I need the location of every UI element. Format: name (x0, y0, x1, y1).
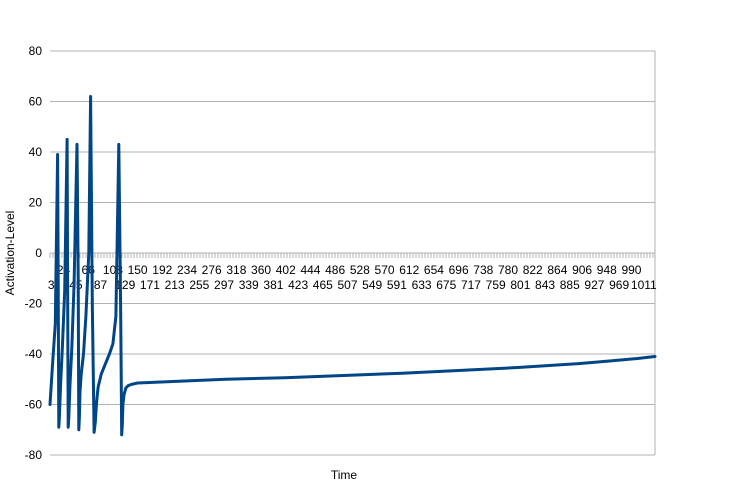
y-tick-label: 0 (35, 246, 42, 260)
x-tick-label: 927 (584, 278, 604, 292)
x-tick-label: 717 (461, 278, 481, 292)
y-tick-label: 60 (29, 95, 43, 109)
x-tick-label: 864 (547, 263, 567, 277)
series-group (48, 95, 657, 437)
x-tick-label: 549 (362, 278, 382, 292)
x-axis-tick-labels: 3 45 87 129 171 213 255 297 339 381 423 465 507 549 59… (48, 263, 657, 292)
x-tick-label: 738 (473, 263, 493, 277)
x-tick-label: 171 (140, 278, 160, 292)
x-tick-label: 948 (597, 263, 617, 277)
x-tick-label: 192 (152, 263, 172, 277)
x-tick-label: 759 (486, 278, 506, 292)
x-tick-label: 465 (313, 278, 333, 292)
y-axis-ticks: -80 -60 -40 -20 0 20 40 60 80 (25, 44, 43, 462)
y-tick-label: -80 (25, 448, 43, 462)
y-tick-label: -20 (25, 297, 43, 311)
x-tick-label: 129 (115, 278, 135, 292)
x-tick-label: 570 (375, 263, 395, 277)
x-tick-label: 87 (94, 278, 108, 292)
x-axis-title: Time (331, 468, 358, 482)
x-tick-label: 612 (399, 263, 419, 277)
x-tick-label: 801 (510, 278, 530, 292)
x-tick-label: 675 (436, 278, 456, 292)
x-tick-label: 150 (128, 263, 148, 277)
x-tick-label: 780 (498, 263, 518, 277)
y-tick-label: -40 (25, 347, 43, 361)
x-tick-label: 360 (251, 263, 271, 277)
x-tick-label: 318 (226, 263, 246, 277)
x-tick-label: 1011 (631, 278, 657, 292)
series-line (48, 95, 657, 437)
x-tick-label: 234 (177, 263, 197, 277)
x-axis-minor-ticks (49, 253, 654, 258)
x-tick-label: 591 (387, 278, 407, 292)
x-tick-label: 486 (325, 263, 345, 277)
x-tick-label: 990 (621, 263, 641, 277)
x-tick-label: 969 (609, 278, 629, 292)
x-tick-label: 822 (523, 263, 543, 277)
y-tick-label: 40 (29, 145, 43, 159)
x-tick-label: 3 (48, 278, 55, 292)
x-tick-label: 255 (189, 278, 209, 292)
x-tick-label: 885 (560, 278, 580, 292)
y-tick-label: 80 (29, 44, 43, 58)
x-tick-label: 654 (424, 263, 444, 277)
x-tick-label: 507 (337, 278, 357, 292)
x-tick-label: 906 (572, 263, 592, 277)
x-tick-label: 843 (535, 278, 555, 292)
x-tick-label: 633 (412, 278, 432, 292)
x-tick-label: 444 (300, 263, 320, 277)
x-tick-label: 45 (69, 278, 83, 292)
y-axis-title: Activation-Level (3, 211, 17, 296)
x-tick-label: 696 (449, 263, 469, 277)
x-tick-label: 213 (165, 278, 185, 292)
y-tick-label: 20 (29, 196, 43, 210)
x-tick-label: 402 (276, 263, 296, 277)
x-tick-label: 381 (263, 278, 283, 292)
x-tick-label: 297 (214, 278, 234, 292)
y-tick-label: -60 (25, 398, 43, 412)
x-tick-label: 423 (288, 278, 308, 292)
x-tick-label: 528 (350, 263, 370, 277)
x-tick-label: 276 (202, 263, 222, 277)
x-tick-label: 339 (239, 278, 259, 292)
